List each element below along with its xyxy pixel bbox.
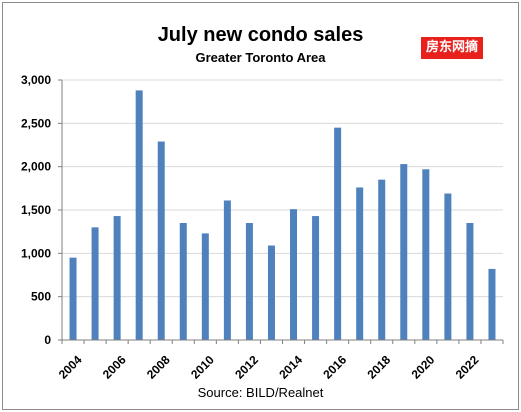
x-tick-label-2016: 2016 <box>320 353 349 382</box>
y-tick-label: 1,000 <box>21 246 51 260</box>
x-tick-label-2022: 2022 <box>453 353 482 382</box>
x-tick-label-2008: 2008 <box>144 353 173 382</box>
chart-source: Source: BILD/Realnet <box>197 385 324 400</box>
y-tick-label: 0 <box>44 333 51 347</box>
bar-2019 <box>400 164 408 340</box>
bar-2005 <box>91 227 99 340</box>
bar-2022 <box>466 223 474 340</box>
x-tick-label-2018: 2018 <box>365 353 394 382</box>
x-tick-label-2020: 2020 <box>409 353 438 382</box>
bar-2015 <box>312 216 320 340</box>
bar-2013 <box>267 245 275 340</box>
x-tick-label-2004: 2004 <box>56 353 85 382</box>
bar-2008 <box>157 141 165 340</box>
y-tick-label: 2,000 <box>21 160 51 174</box>
bar-2021 <box>444 193 452 340</box>
chart-subtitle: Greater Toronto Area <box>195 50 326 65</box>
bar-2007 <box>135 90 143 341</box>
bar-2004 <box>69 257 77 340</box>
bar-2012 <box>245 223 253 340</box>
bar-2010 <box>201 233 209 340</box>
x-tick-label-2010: 2010 <box>188 353 217 382</box>
x-tick-label-2012: 2012 <box>232 353 261 382</box>
bar-2016 <box>334 127 342 341</box>
bar-2023 <box>488 268 496 340</box>
watermark-badge: 房东网摘 <box>421 37 483 59</box>
bar-2006 <box>113 216 121 340</box>
bar-2011 <box>223 200 231 340</box>
y-tick-label: 3,000 <box>21 73 51 87</box>
bar-2020 <box>422 169 430 340</box>
bar-2009 <box>179 223 187 340</box>
bar-2014 <box>290 209 298 340</box>
bar-2017 <box>356 187 364 340</box>
y-tick-label: 1,500 <box>21 203 51 217</box>
x-tick-label-2014: 2014 <box>276 353 305 382</box>
x-tick-label-2006: 2006 <box>100 353 129 382</box>
y-tick-label: 2,500 <box>21 116 51 130</box>
bar-2018 <box>378 179 386 340</box>
y-tick-label: 500 <box>31 290 51 304</box>
chart-title: July new condo sales <box>157 24 364 46</box>
